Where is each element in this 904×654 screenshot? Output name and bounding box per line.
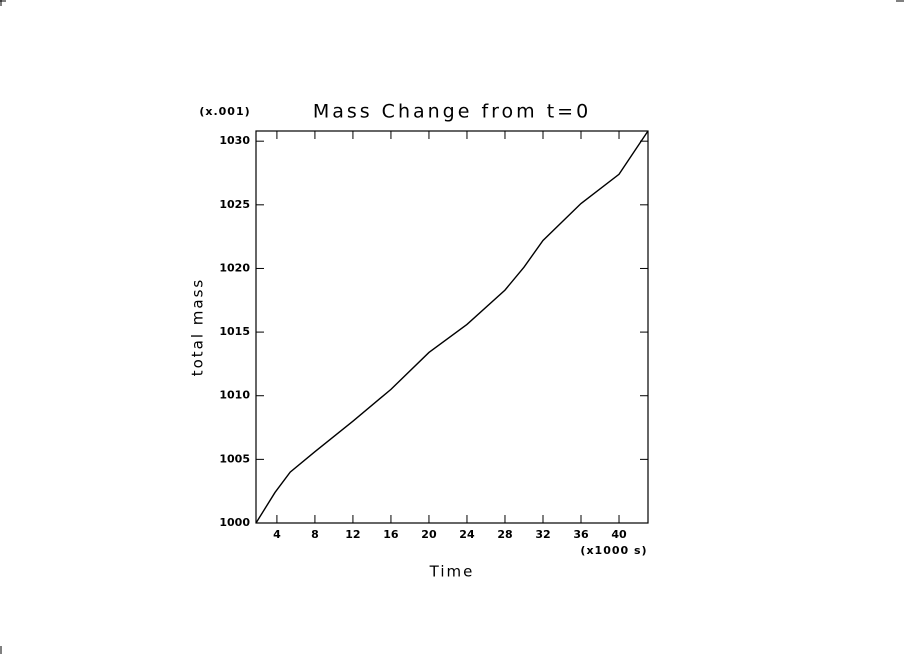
y-scale-note: (x.001) [199,105,250,118]
x-tick-label: 40 [611,528,627,541]
x-tick-label: 28 [497,528,512,541]
y-tick-label: 1000 [219,516,250,529]
x-tick-label: 4 [273,528,281,541]
x-tick-label: 20 [421,528,437,541]
y-tick-label: 1010 [219,389,250,402]
x-tick-label: 8 [311,528,319,541]
x-tick-label: 32 [535,528,550,541]
plot-frame [255,130,649,524]
x-tick-label: 16 [383,528,399,541]
y-axis-label: total mass [189,278,207,377]
data-line [255,130,649,524]
y-tick-label: 1030 [219,134,250,147]
x-tick-label: 36 [573,528,589,541]
y-tick-label: 1015 [219,325,250,338]
y-tick-label: 1025 [219,198,250,211]
y-tick-label: 1005 [219,452,250,465]
x-axis-label: Time [429,563,475,581]
x-tick-label: 12 [345,528,360,541]
y-tick-label: 1020 [219,261,250,274]
chart-title: Mass Change from t=0 [313,101,591,123]
x-scale-note: (x1000 s) [580,544,647,557]
x-tick-label: 24 [459,528,475,541]
